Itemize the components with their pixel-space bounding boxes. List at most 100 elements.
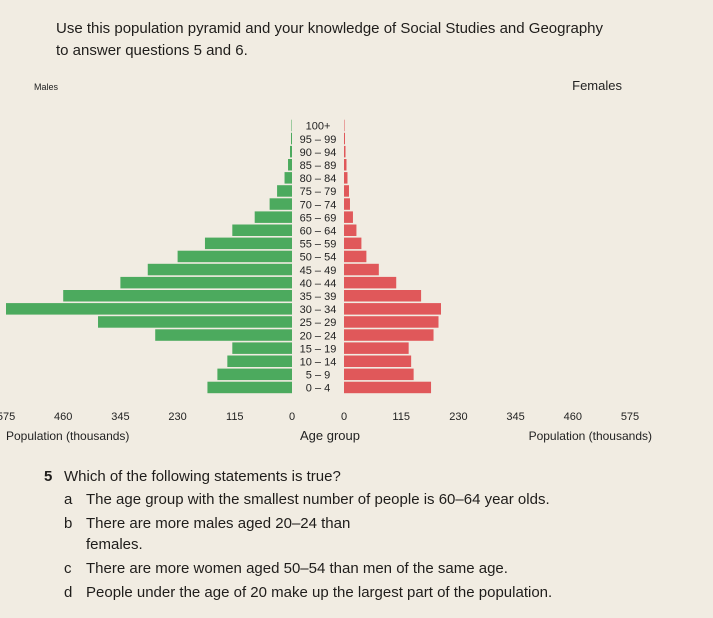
age-group-tick-label: 80 – 84: [300, 173, 337, 185]
instructions-line-2: to answer questions 5 and 6.: [56, 42, 248, 59]
right-x-axis-label: Population (thousands): [529, 429, 652, 443]
female-bar: [344, 329, 434, 341]
age-group-tick-label: 90 – 94: [300, 147, 337, 159]
population-pyramid-chart: Males Females 0 – 45 – 910 – 14 15 – 1920…: [0, 78, 652, 443]
age-group-tick-label: 60 – 64: [300, 226, 337, 238]
option-text: The age group with the smallest number o…: [86, 491, 550, 508]
instructions: Use this population pyramid and your kno…: [56, 18, 656, 62]
option-d: d People under the age of 20 make up the…: [64, 582, 684, 603]
option-c: c There are more women aged 50–54 than m…: [64, 558, 684, 579]
question-text: Which of the following statements is tru…: [64, 468, 341, 485]
female-tick-label: 345: [506, 411, 524, 423]
female-bar: [344, 303, 441, 315]
male-bar: [291, 132, 292, 145]
option-letter: c: [64, 560, 72, 577]
female-tick-label: 460: [564, 411, 582, 423]
age-group-tick-label: 75 – 79: [300, 186, 337, 198]
male-bar: [63, 290, 293, 302]
age-group-tick-label: 40 – 44: [300, 278, 337, 290]
male-tick-label: 115: [226, 411, 244, 423]
option-letter: a: [64, 491, 73, 508]
male-bar: [147, 263, 292, 276]
male-bar: [227, 355, 292, 367]
age-group-tick-label: 95 – 99: [300, 134, 337, 146]
female-bar: [344, 355, 412, 367]
male-tick-label: 230: [168, 411, 186, 423]
female-bar: [344, 172, 348, 184]
male-bar: [204, 237, 292, 250]
male-bar: [288, 159, 292, 171]
females-label: Females: [572, 78, 622, 93]
instructions-line-1: Use this population pyramid and your kno…: [56, 20, 604, 37]
male-bar: [6, 303, 292, 315]
male-tick-label: 345: [111, 411, 129, 423]
option-letter: d: [64, 584, 73, 601]
male-bar: [207, 381, 292, 394]
female-bar: [344, 132, 345, 145]
female-tick-label: 575: [621, 411, 639, 423]
option-text: There are more males aged 20–24 than fem…: [86, 515, 351, 553]
female-tick-label: 115: [392, 411, 410, 423]
age-group-tick-label: 15 – 19: [300, 343, 337, 355]
male-bar: [284, 172, 292, 184]
female-bar: [344, 237, 362, 250]
age-group-tick-label: 25 – 29: [300, 317, 337, 329]
age-group-tick-label: 45 – 49: [300, 265, 337, 277]
male-bar: [254, 211, 292, 223]
left-x-axis-label: Population (thousands): [6, 429, 129, 443]
option-text: There are more women aged 50–54 than men…: [86, 560, 508, 577]
female-bar: [344, 211, 353, 223]
male-bar: [269, 198, 292, 210]
age-group-tick-label: 35 – 39: [300, 291, 337, 303]
question-5: 5 Which of the following statements is t…: [44, 466, 684, 487]
age-group-tick-label: 85 – 89: [300, 160, 337, 172]
questions: 5 Which of the following statements is t…: [44, 466, 684, 606]
female-bar: [344, 342, 409, 354]
option-a: a The age group with the smallest number…: [64, 489, 684, 510]
female-bar: [344, 381, 432, 394]
female-bar: [344, 368, 414, 381]
male-bar: [120, 276, 293, 289]
female-bar: [344, 290, 422, 302]
female-bar: [344, 185, 349, 197]
question-number: 5: [44, 468, 53, 485]
female-bar: [344, 316, 439, 328]
male-tick-label: 460: [54, 411, 72, 423]
age-group-tick-label: 30 – 34: [300, 304, 337, 316]
female-bar: [344, 276, 397, 289]
age-group-tick-label: 65 – 69: [300, 212, 337, 224]
female-bars: [344, 119, 441, 394]
male-tick-label: 575: [0, 411, 15, 423]
male-bars: [6, 119, 293, 394]
center-age-group-label: Age group: [300, 428, 360, 443]
female-bar: [344, 263, 379, 276]
female-bar: [344, 159, 347, 171]
male-bar: [290, 145, 292, 158]
male-bar: [232, 224, 292, 236]
age-group-tick-label: 10 – 14: [300, 357, 337, 369]
male-bar: [155, 329, 292, 341]
male-bar: [232, 342, 292, 354]
males-label: Males: [34, 82, 59, 92]
male-bar: [277, 185, 292, 197]
option-b: b There are more males aged 20–24 than f…: [64, 513, 684, 555]
age-group-tick-label: 20 – 24: [300, 330, 337, 342]
female-tick-label: 0: [341, 411, 347, 423]
female-bar: [344, 250, 367, 263]
female-bar: [344, 198, 350, 210]
female-tick-labels: 0 115 230 345 460 575: [341, 411, 639, 423]
male-bar: [217, 368, 292, 381]
male-tick-label: 0: [289, 411, 295, 423]
option-text: People under the age of 20 make up the l…: [86, 584, 553, 601]
female-bar: [344, 224, 357, 236]
age-group-tick-label: 0 – 4: [306, 383, 330, 395]
male-tick-labels: 575 460 345 230 115 0: [0, 411, 295, 423]
female-bar: [344, 145, 346, 158]
age-group-tick-label: 5 – 9: [306, 370, 330, 382]
female-tick-label: 230: [449, 411, 467, 423]
age-group-tick-label: 70 – 74: [300, 199, 337, 211]
option-letter: b: [64, 515, 73, 532]
age-group-tick-label: 55 – 59: [300, 239, 337, 251]
age-group-tick-label: 100+: [306, 121, 331, 133]
